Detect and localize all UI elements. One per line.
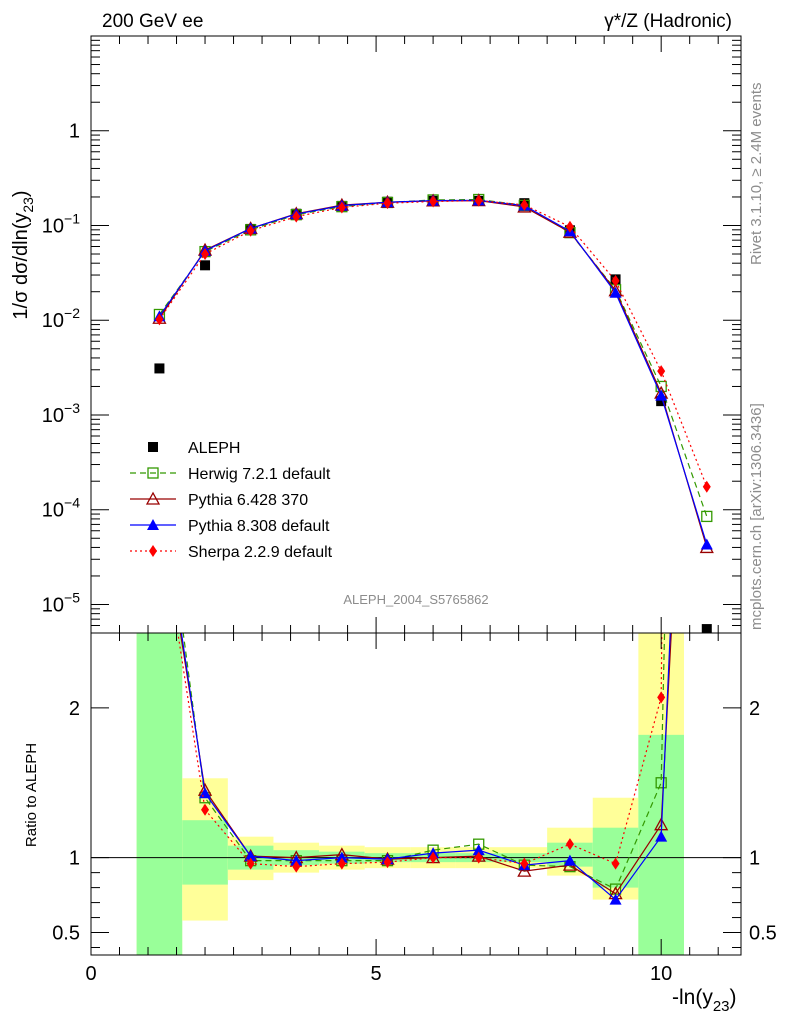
rivet-label: Rivet 3.1.10, ≥ 2.4M events (748, 83, 765, 266)
legend-marker-0 (148, 442, 158, 452)
ratio-series (153, 477, 672, 905)
ratio-point-3-2 (246, 857, 255, 870)
ratio-bands (91, 633, 741, 955)
main-point-0-12 (701, 624, 712, 633)
main-y-label: 1/σ dσ/dln(y23) (10, 190, 36, 319)
ratio-point-3-5 (383, 856, 392, 869)
y-tick-label--5: 10−5 (42, 589, 80, 616)
main-series (152, 193, 714, 633)
y-tick-label--2: 10−2 (42, 305, 80, 332)
legend-label-0: ALEPH (188, 440, 240, 457)
ratio-line-0 (182, 633, 666, 890)
ratio-point-0-11 (655, 777, 667, 789)
ratio-point-3-6 (429, 851, 438, 864)
ratio-point-2-7 (472, 844, 485, 856)
r-tick-label-right-1: 1 (749, 848, 760, 870)
r-tick-label-left-0.5: 0.5 (52, 923, 80, 945)
y-tick-label--3: 10−3 (42, 400, 80, 427)
ratio-point-2-0 (153, 477, 165, 488)
ratio-point-1-8 (517, 863, 532, 877)
y-tick-label--4: 10−4 (42, 495, 80, 522)
ratio-point-3-11 (657, 691, 666, 704)
header-right: γ*/Z (Hadronic) (604, 11, 732, 32)
ratio-point-2-3 (290, 854, 303, 866)
x-axis-label: -ln(y23) (672, 986, 737, 1015)
header-left: 200 GeV ee (102, 11, 203, 32)
ratio-point-2-1 (199, 787, 212, 799)
main-point-1-12 (701, 510, 713, 523)
ratio-frame (90, 632, 742, 956)
legend-label-1: Herwig 7.2.1 default (188, 466, 331, 483)
main-point-4-2 (246, 224, 255, 237)
main-point-3-10 (609, 286, 622, 298)
x-tick-label-5: 5 (371, 963, 382, 985)
ratio-y-label: Ratio to ALEPH (23, 743, 40, 847)
r-tick-label-left-2: 2 (69, 698, 80, 720)
band-inner-11 (638, 734, 684, 955)
main-point-4-8 (520, 198, 529, 211)
x-tick-label-10: 10 (650, 963, 672, 985)
ratio-point-3-8 (520, 857, 529, 870)
ratio-line-1 (179, 633, 672, 895)
main-point-4-1 (201, 248, 210, 261)
main-point-0-11 (656, 396, 667, 407)
main-point-4-6 (429, 195, 438, 208)
ratio-line-2 (180, 633, 671, 901)
y-tick-label--1: 10−1 (42, 210, 80, 237)
ratio-point-2-10 (609, 893, 622, 905)
main-point-0-1 (200, 260, 211, 271)
main-point-3-11 (655, 389, 668, 401)
main-point-0-0 (154, 363, 165, 374)
ratio-point-3-0 (155, 507, 163, 519)
main-point-4-0 (155, 313, 164, 326)
main-point-4-5 (383, 197, 392, 210)
r-tick-label-right-2: 2 (749, 698, 760, 720)
legend-label-2: Pythia 6.428 370 (188, 492, 308, 509)
legend-marker-3 (147, 519, 159, 530)
legend-label-4: Sherpa 2.2.9 default (188, 544, 333, 561)
main-point-4-11 (657, 365, 666, 378)
legend-marker-4 (149, 545, 157, 557)
y-tick-label-0: 1 (69, 121, 80, 143)
mcplots-label: mcplots.cern.ch [arXiv:1306.3436] (748, 403, 765, 630)
main-line-4 (158, 200, 708, 487)
main-point-4-4 (337, 201, 346, 214)
legend-marker-1 (147, 467, 159, 479)
legend-label-3: Pythia 8.308 default (188, 518, 330, 535)
ratio-point-3-1 (201, 803, 210, 816)
main-point-4-3 (292, 210, 301, 223)
ratio-line-3 (177, 633, 663, 868)
r-tick-label-right-0.5: 0.5 (749, 923, 777, 945)
analysis-id: ALEPH_2004_S5765862 (343, 592, 488, 607)
main-point-4-9 (565, 220, 574, 233)
ratio-point-3-4 (337, 857, 346, 870)
main-point-4-7 (474, 194, 483, 207)
main-point-4-12 (702, 480, 711, 493)
x-tick-label-0: 0 (85, 963, 96, 985)
ratio-point-2-2 (244, 850, 257, 862)
ratio-point-2-11 (655, 830, 668, 842)
main-point-3-12 (700, 538, 713, 550)
ratio-point-3-7 (474, 851, 483, 864)
band-inner-1 (182, 820, 228, 885)
legend-marker-2 (145, 491, 161, 505)
main-point-4-10 (611, 274, 620, 287)
ratio-point-2-4 (335, 851, 348, 863)
ratio-point-3-10 (611, 857, 620, 870)
ratio-point-2-9 (563, 854, 576, 866)
band-inner-0 (136, 633, 183, 955)
r-tick-label-left-1: 1 (69, 848, 80, 870)
ratio-point-3-3 (292, 860, 301, 873)
ratio-point-3-9 (565, 838, 574, 851)
legend: ALEPH Herwig 7.2.1 default Pythia 6.428 37… (130, 440, 333, 561)
